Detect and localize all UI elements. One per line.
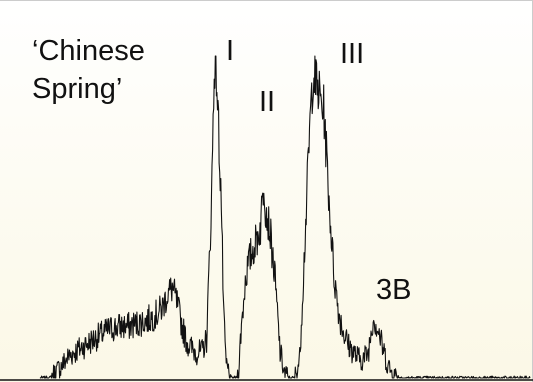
peak-label-3: III bbox=[340, 38, 364, 70]
peak-label-1: I bbox=[226, 35, 234, 67]
peak-label-2: II bbox=[259, 86, 275, 118]
peak-label-4: 3B bbox=[376, 274, 411, 306]
series-line-0 bbox=[39, 55, 531, 379]
title-line-2: Spring’ bbox=[32, 73, 122, 105]
series-layer bbox=[39, 55, 531, 379]
title-line-1: ‘Chinese bbox=[32, 35, 145, 67]
